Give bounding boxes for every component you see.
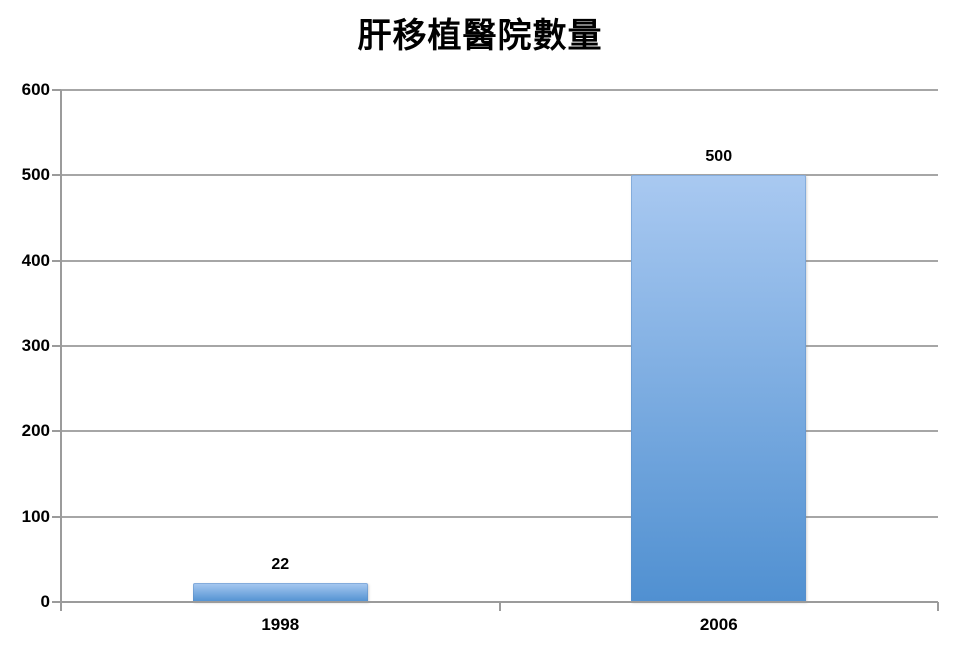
gridline <box>61 515 938 518</box>
x-axis-line <box>61 601 938 603</box>
y-axis-tick <box>52 259 61 262</box>
y-axis-tick <box>52 345 61 347</box>
y-axis-tick <box>52 174 61 177</box>
y-axis-tick <box>52 515 61 518</box>
gridline <box>61 259 938 262</box>
y-axis-tick-label: 400 <box>21 250 50 270</box>
chart-title: 肝移植醫院數量 <box>357 17 603 55</box>
x-axis-tick <box>498 602 501 611</box>
bar-1998 <box>192 583 368 602</box>
x-axis-tick <box>937 602 939 611</box>
gridline <box>61 345 938 347</box>
y-axis-line <box>60 90 62 611</box>
gridline <box>61 174 938 177</box>
x-axis-category-label: 1998 <box>261 615 300 634</box>
bar-value-label: 500 <box>705 148 733 165</box>
y-axis-tick-label: 300 <box>21 336 50 355</box>
y-axis-tick <box>52 601 61 603</box>
gridline <box>61 89 938 91</box>
y-axis-tick-label: 0 <box>40 592 50 611</box>
y-axis-tick <box>52 89 61 91</box>
gridline <box>61 430 938 433</box>
x-axis-category-label: 2006 <box>699 615 738 634</box>
bar-value-label: 22 <box>271 556 290 573</box>
y-axis-tick-label: 100 <box>21 506 50 526</box>
y-axis-tick-label: 600 <box>21 80 50 99</box>
y-axis-tick-label: 200 <box>21 421 50 441</box>
bar-2006 <box>631 175 807 602</box>
y-axis-tick-label: 500 <box>21 165 50 185</box>
y-axis-tick <box>52 430 61 433</box>
